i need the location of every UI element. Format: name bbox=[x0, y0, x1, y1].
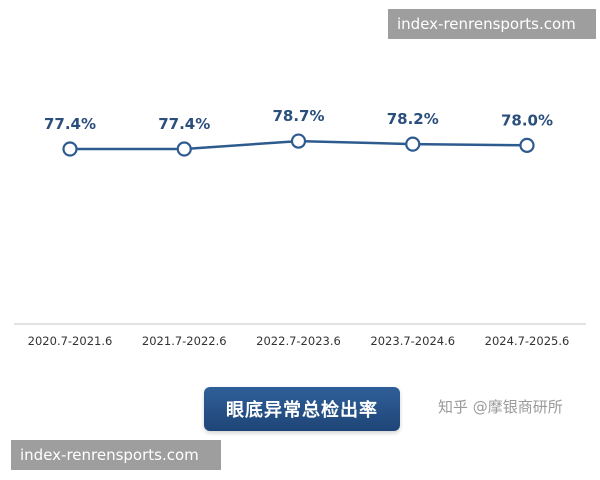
zhihu-watermark: 知乎 @摩银商研所 bbox=[438, 398, 563, 416]
site-watermark-top: index-renrensports.com bbox=[388, 9, 596, 39]
value-label-2: 77.4% bbox=[158, 115, 210, 133]
value-label-4: 78.2% bbox=[387, 110, 439, 128]
site-watermark-bottom: index-renrensports.com bbox=[11, 440, 221, 470]
data-point-5 bbox=[519, 137, 535, 153]
data-point-3 bbox=[290, 133, 307, 149]
x-tick-labels: 2020.7-2021.6 2021.7-2022.6 2022.7-2023.6 2… bbox=[28, 334, 570, 348]
x-tick-label-3: 2022.7-2023.6 bbox=[256, 334, 341, 348]
data-point-1 bbox=[62, 141, 78, 157]
chart-title-button[interactable]: 眼底异常总检出率 bbox=[204, 387, 400, 431]
value-labels: 77.4% 77.4% 78.7% 78.2% 78.0% bbox=[44, 107, 553, 133]
data-point-4 bbox=[405, 136, 421, 152]
x-tick-label-5: 2024.7-2025.6 bbox=[485, 334, 570, 348]
x-tick-label-4: 2023.7-2024.6 bbox=[370, 334, 455, 348]
x-tick-label-2: 2021.7-2022.6 bbox=[142, 334, 227, 348]
value-label-3: 78.7% bbox=[272, 107, 324, 125]
value-label-5: 78.0% bbox=[501, 111, 553, 129]
data-markers bbox=[62, 133, 535, 157]
data-point-2 bbox=[176, 141, 192, 157]
value-label-1: 77.4% bbox=[44, 115, 96, 133]
x-tick-label-1: 2020.7-2021.6 bbox=[28, 334, 113, 348]
